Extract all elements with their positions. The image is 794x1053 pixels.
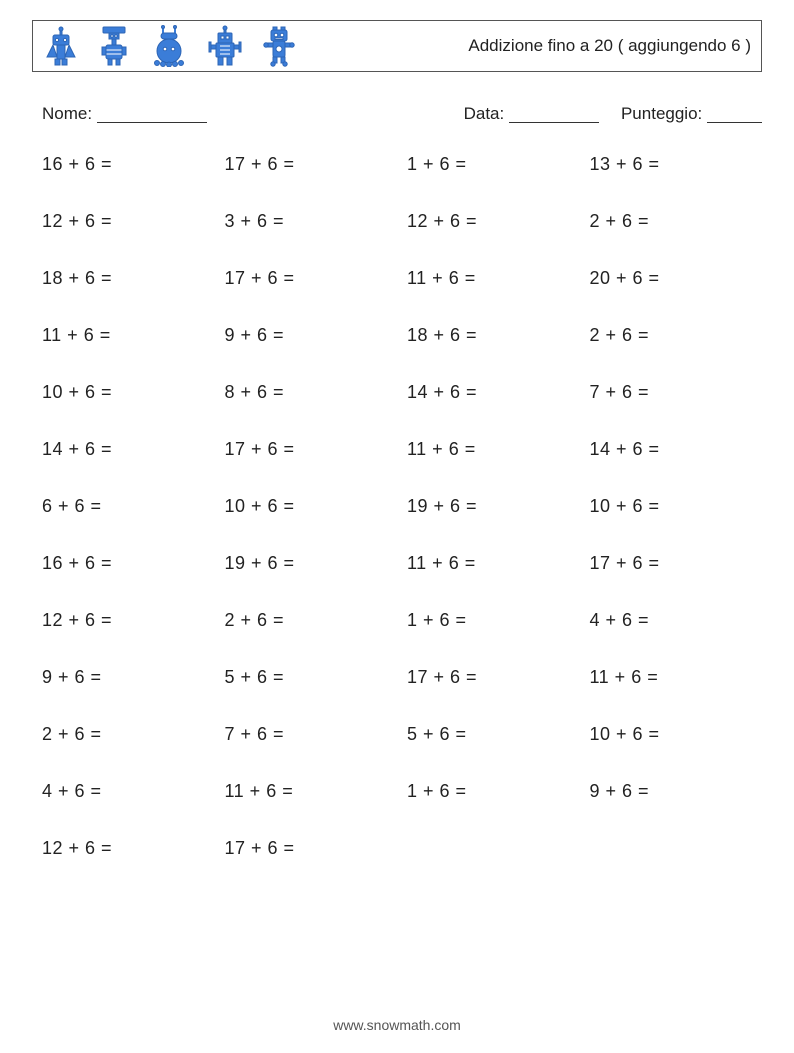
score-blank[interactable] — [707, 106, 762, 123]
math-problem: 10 + 6 = — [590, 724, 763, 745]
math-problem: 11 + 6 = — [42, 325, 215, 346]
math-problem: 11 + 6 = — [407, 553, 580, 574]
header-box: Addizione fino a 20 ( aggiungendo 6 ) — [32, 20, 762, 72]
math-problem: 5 + 6 = — [225, 667, 398, 688]
math-problem: 8 + 6 = — [225, 382, 398, 403]
score-label: Punteggio: — [621, 104, 702, 123]
robot-icon — [97, 25, 131, 67]
robot-icon-row — [43, 25, 297, 67]
math-problem: 4 + 6 = — [590, 610, 763, 631]
math-problem: 7 + 6 = — [225, 724, 398, 745]
worksheet-page: Addizione fino a 20 ( aggiungendo 6 ) No… — [0, 0, 794, 859]
math-problem: 12 + 6 = — [42, 610, 215, 631]
math-problem: 11 + 6 = — [225, 781, 398, 802]
math-problem: 14 + 6 = — [407, 382, 580, 403]
math-problem: 18 + 6 = — [407, 325, 580, 346]
name-blank[interactable] — [97, 106, 207, 123]
math-problem: 19 + 6 = — [407, 496, 580, 517]
math-problem: 14 + 6 = — [42, 439, 215, 460]
math-problem: 17 + 6 = — [225, 268, 398, 289]
math-problem: 17 + 6 = — [225, 838, 398, 859]
math-problem: 11 + 6 = — [407, 439, 580, 460]
footer: www.snowmath.com — [0, 1017, 794, 1033]
math-problem: 11 + 6 = — [590, 667, 763, 688]
math-problem: 18 + 6 = — [42, 268, 215, 289]
math-problem: 3 + 6 = — [225, 211, 398, 232]
math-problem: 2 + 6 = — [590, 211, 763, 232]
math-problem: 5 + 6 = — [407, 724, 580, 745]
math-problem: 10 + 6 = — [42, 382, 215, 403]
math-problem: 2 + 6 = — [42, 724, 215, 745]
robot-icon — [149, 25, 189, 67]
math-problem: 9 + 6 = — [225, 325, 398, 346]
math-problem: 9 + 6 = — [590, 781, 763, 802]
math-problem: 7 + 6 = — [590, 382, 763, 403]
math-problem: 12 + 6 = — [42, 211, 215, 232]
math-problem: 14 + 6 = — [590, 439, 763, 460]
date-blank[interactable] — [509, 106, 599, 123]
math-problem: 10 + 6 = — [590, 496, 763, 517]
math-problem: 4 + 6 = — [42, 781, 215, 802]
math-problem: 16 + 6 = — [42, 154, 215, 175]
math-problem: 12 + 6 = — [42, 838, 215, 859]
math-problem — [590, 838, 763, 859]
math-problem: 17 + 6 = — [225, 439, 398, 460]
math-problem: 16 + 6 = — [42, 553, 215, 574]
worksheet-title: Addizione fino a 20 ( aggiungendo 6 ) — [468, 36, 751, 56]
math-problem: 10 + 6 = — [225, 496, 398, 517]
math-problem: 2 + 6 = — [225, 610, 398, 631]
math-problem: 12 + 6 = — [407, 211, 580, 232]
math-problem: 20 + 6 = — [590, 268, 763, 289]
math-problem: 9 + 6 = — [42, 667, 215, 688]
math-problem: 11 + 6 = — [407, 268, 580, 289]
name-label: Nome: — [42, 104, 92, 123]
footer-text: www.snowmath.com — [333, 1017, 461, 1033]
robot-icon — [207, 25, 243, 67]
math-problem: 6 + 6 = — [42, 496, 215, 517]
math-problem: 1 + 6 = — [407, 154, 580, 175]
math-problem: 19 + 6 = — [225, 553, 398, 574]
math-problem: 17 + 6 = — [590, 553, 763, 574]
robot-icon — [43, 25, 79, 67]
problem-grid: 16 + 6 = 17 + 6 = 1 + 6 = 13 + 6 = 12 + 6 = 3… — [32, 154, 762, 859]
math-problem: 1 + 6 = — [407, 610, 580, 631]
date-label: Data: — [464, 104, 505, 123]
date-field: Data: — [464, 102, 599, 124]
math-problem: 17 + 6 = — [225, 154, 398, 175]
info-row: Nome: Data: Punteggio: — [32, 102, 762, 124]
math-problem: 17 + 6 = — [407, 667, 580, 688]
math-problem — [407, 838, 580, 859]
math-problem: 13 + 6 = — [590, 154, 763, 175]
name-field: Nome: — [42, 102, 207, 124]
math-problem: 2 + 6 = — [590, 325, 763, 346]
math-problem: 1 + 6 = — [407, 781, 580, 802]
robot-icon — [261, 25, 297, 67]
score-field: Punteggio: — [621, 102, 762, 124]
